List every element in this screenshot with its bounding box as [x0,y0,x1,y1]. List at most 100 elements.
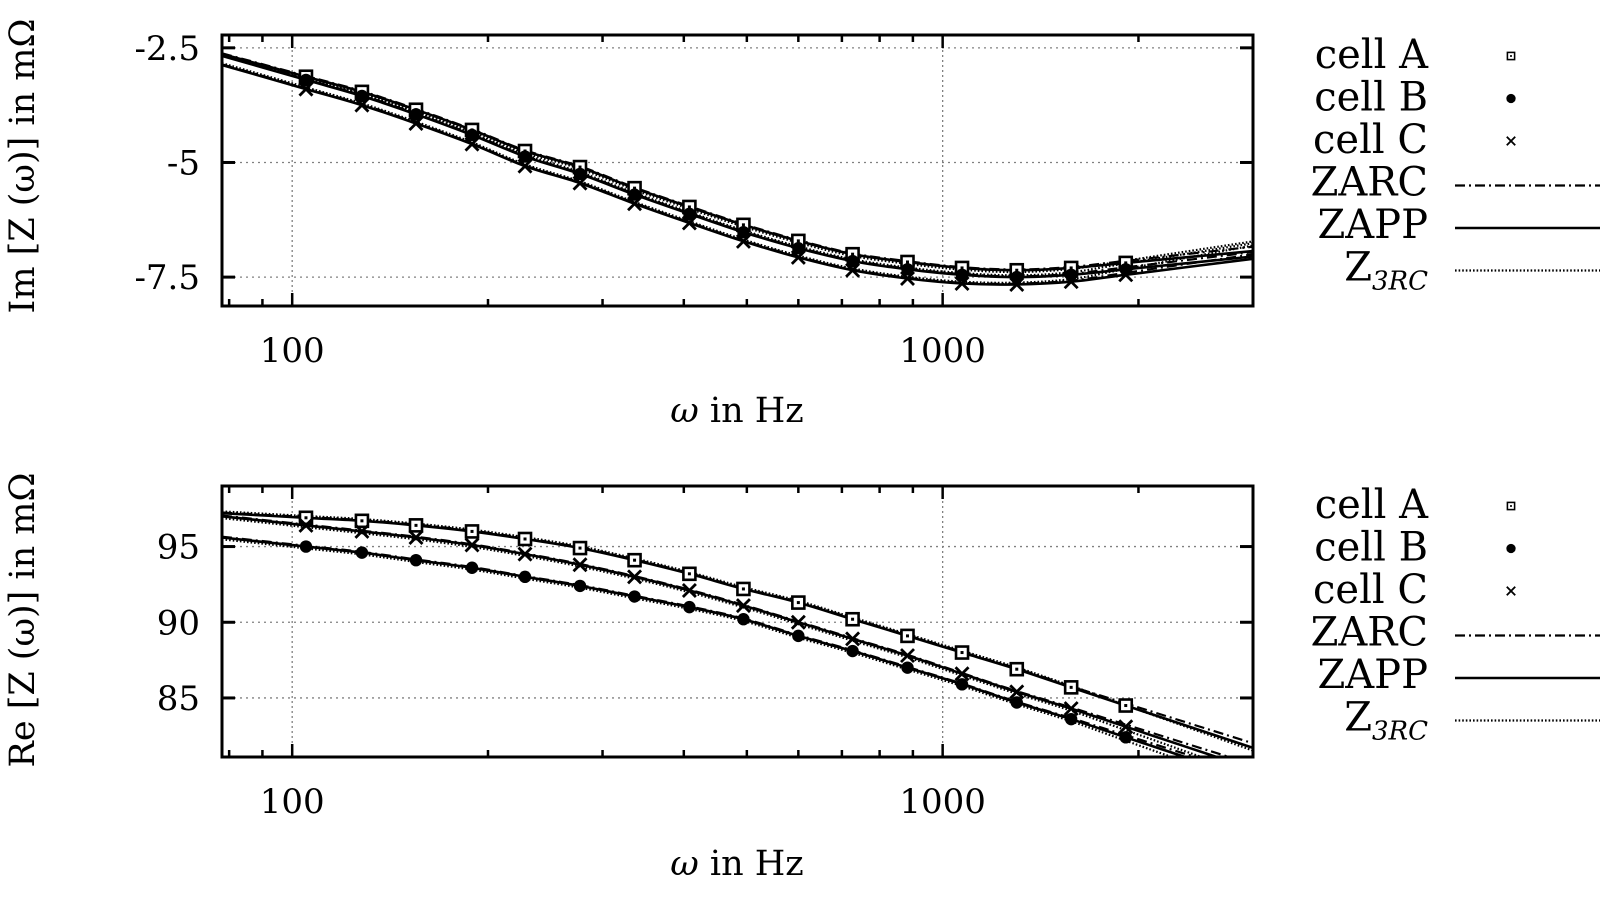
circle-marker [737,613,750,626]
square-marker-dot [1015,667,1019,671]
y-tick-label: 85 [157,679,200,719]
legend-label: cell A [1315,482,1429,528]
cross-marker [627,196,643,212]
cross-marker [1009,684,1025,700]
y-tick-label: 95 [157,528,200,568]
circle-marker [683,207,696,221]
circle-marker [573,167,587,181]
cross-marker [464,537,480,553]
data-markers [298,510,1134,744]
z3rc-fit-curve [222,538,1175,757]
cross-marker [464,136,480,152]
square-marker-dot [633,558,637,562]
tick-labels: -2.5 -5 -7.5 100 1000 [134,29,985,371]
square-marker-dot [741,587,745,591]
z3rc-fit-curve [222,62,1253,284]
legend-label: ZARC [1311,610,1428,656]
legend-marker-square-dot [1506,501,1516,511]
cross-marker [517,546,533,562]
cross-marker [735,598,751,614]
cross-marker [298,81,314,97]
legend-marker-filled-circle [1506,93,1516,104]
square-marker-dot [687,572,691,576]
legend-marker-cross [1506,136,1516,146]
fit-curves [222,510,1253,757]
cross-marker [1118,719,1134,735]
circle-marker [573,579,587,593]
square-marker-dot [1124,261,1128,265]
cross-marker [790,249,806,265]
y-tick-label: -7.5 [134,258,200,298]
square-marker-dot [1069,685,1073,689]
legend-label: cell C [1313,567,1428,613]
tick-labels: 95 90 85 100 1000 [157,528,986,822]
square-marker-dot [960,651,964,655]
legend-label: ZAPP [1317,652,1428,698]
circle-marker [409,553,423,567]
y-axis-label: Im [Z (ω)] in mΩ [3,19,43,314]
cross-marker [845,631,861,647]
zapp-fit-curve [222,63,1253,286]
x-tick-label: 100 [260,782,325,822]
zapp-fit-curve [222,52,1253,272]
circle-marker [409,108,423,121]
circle-marker [465,128,479,142]
cross-marker [1506,136,1516,146]
circle-marker [901,661,914,674]
legend-label: cell C [1313,117,1428,163]
circle-marker [355,89,369,103]
axes-frame [220,484,1255,759]
square-marker-dot [796,601,800,605]
legend-label: cell A [1315,32,1429,78]
cross-marker [408,529,424,545]
circle-marker [955,268,969,282]
cross-marker [681,582,697,598]
legend-label: cell B [1314,525,1428,571]
grid-lines [222,486,1253,757]
cross-marker [900,648,915,664]
cross-marker [681,215,697,231]
circle-marker [901,263,914,276]
legend-label: Z3RC [1344,245,1428,297]
cross-marker [954,276,970,292]
z3rc-fit-curve [222,52,1253,277]
square-marker-dot [851,617,855,621]
square-marker-dot [1124,704,1128,708]
circle-marker [1064,712,1078,726]
circle-marker [955,678,969,691]
square-marker-dot [1069,266,1073,270]
square-marker-dot [523,537,527,541]
legend-label: ZAPP [1317,202,1428,248]
circle-marker [737,225,750,239]
data-markers [298,69,1134,292]
axes-frame [220,33,1255,308]
legend-marker-filled-circle [1506,543,1516,554]
legend-label: cell B [1314,75,1428,121]
y-tick-label: -5 [167,143,200,183]
square-marker-dot [960,266,964,270]
x-tick-label: 1000 [899,782,986,822]
y-tick-label: -2.5 [134,29,200,69]
circle-marker [1506,93,1516,104]
cross-marker [900,270,915,286]
y-tick-label: 90 [157,603,200,643]
square-marker-dot [796,239,800,243]
square-marker-dot [906,260,910,264]
square-marker-dot [633,186,637,190]
circle-marker [792,629,805,643]
square-marker-dot [578,165,582,169]
circle-marker [299,540,313,553]
circle-marker [1119,731,1132,744]
square-marker-dot [687,205,691,209]
circle-marker [299,73,313,87]
zarc-fit-curve [222,54,1253,278]
cross-marker [954,666,970,682]
legend-marker-square-dot [1506,51,1516,61]
cross-marker [1009,276,1025,292]
circle-marker [465,561,479,574]
re-impedance-panel: 95 90 85 100 1000 Re [Z (ω)] in mΩ ω in Hz c… [3,473,1600,884]
